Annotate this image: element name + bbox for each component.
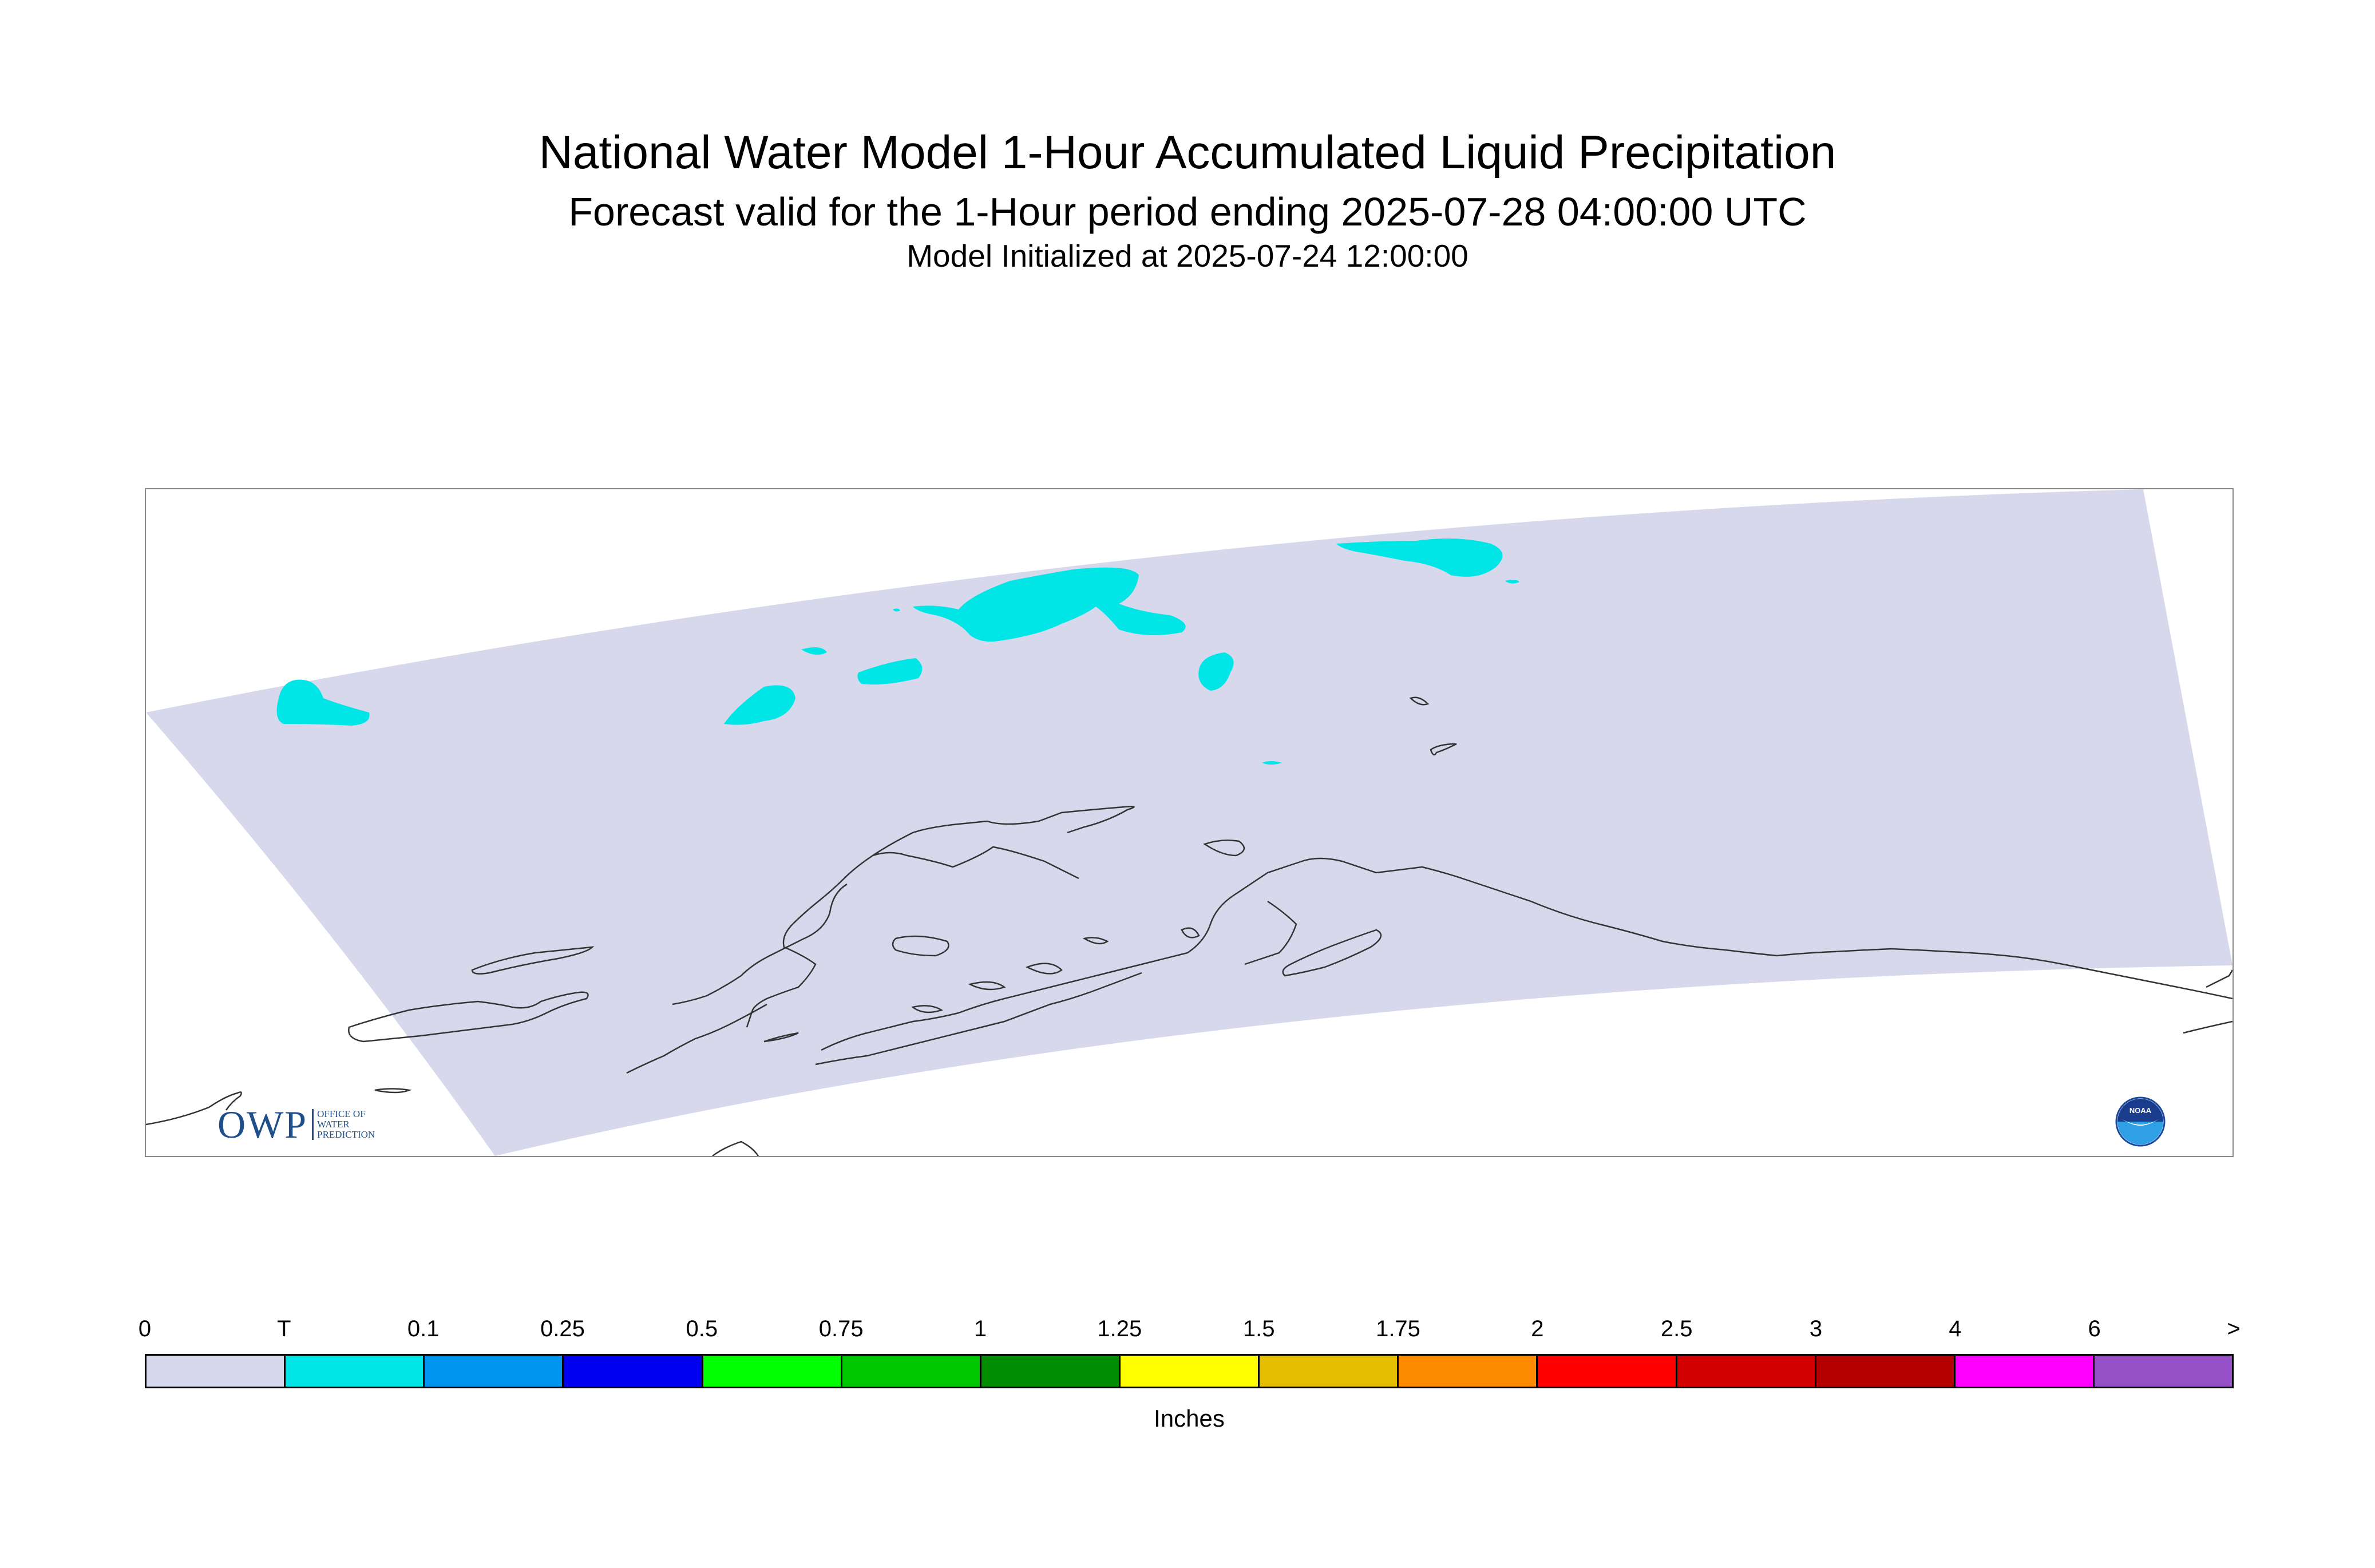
coastline-small-island-b: [1430, 743, 1457, 756]
legend-color-cell: [286, 1356, 425, 1387]
legend-tick-labels: 0 T 0.1 0.25 0.5 0.75 1 1.25 1.5 1.75 2 2.5 3 4 6 >: [138, 1316, 2241, 1351]
legend-color-cell: [1120, 1356, 1260, 1387]
coastline-kenai: [1244, 900, 1297, 965]
legend-color-cell: [564, 1356, 703, 1387]
coastline-chukotka: [348, 991, 589, 1043]
coastline-yukon-delta: [672, 883, 848, 1005]
coastline-kodiak: [1282, 929, 1382, 977]
legend-tick-label: 1: [973, 1316, 987, 1341]
owp-logo-line1: OFFICE OF: [317, 1108, 366, 1119]
model-domain: [146, 489, 2232, 1156]
color-legend: 0 T 0.1 0.25 0.5 0.75 1 1.25 1.5 1.75 2 2.5 3 4 6 > Inc…: [138, 1316, 2241, 1454]
owp-logo: OWP OFFICE OF WATER PREDICTION: [217, 1103, 375, 1146]
coastline-peninsula: [821, 952, 1188, 1051]
owp-logo-letters: OWP: [217, 1103, 308, 1146]
precip-area: [913, 567, 1186, 642]
precip-area: [724, 685, 795, 725]
coastline-siberia-south: [146, 1091, 242, 1126]
forecast-valid-line: Forecast valid for the 1-Hour period end…: [568, 189, 1807, 234]
coastline-gulf: [1530, 900, 2232, 1000]
legend-color-bar: [145, 1354, 2234, 1388]
legend-tick-label: T: [277, 1316, 291, 1341]
legend-tick-label: 0.75: [818, 1316, 864, 1341]
legend-color-cell: [147, 1356, 286, 1387]
noaa-logo-text: NOAA: [2129, 1106, 2152, 1115]
coastline-bottom-mainland: [712, 1141, 759, 1156]
legend-tick-label: 3: [1809, 1316, 1823, 1341]
coastline-bristol-bay: [626, 1003, 767, 1074]
trace-precip-areas: [276, 538, 1519, 765]
owp-logo-line3: PREDICTION: [317, 1129, 375, 1140]
precip-area: [1336, 538, 1503, 577]
precip-area: [1198, 652, 1234, 691]
precip-area: [1262, 761, 1282, 765]
legend-tick-label: 1.5: [1242, 1316, 1275, 1341]
coastline-peninsula-south: [815, 972, 1142, 1066]
coastline-norton-sound: [872, 846, 1079, 880]
precipitation-map[interactable]: [146, 489, 2232, 1156]
coastline-alaska-west: [746, 806, 1125, 1028]
coastline-kuskokwim: [1203, 840, 1245, 857]
legend-color-cell: [1260, 1356, 1399, 1387]
map-title: National Water Model 1-Hour Accumulated …: [539, 126, 1836, 179]
map-panel[interactable]: OWP OFFICE OF WATER PREDICTION NOAA: [145, 488, 2234, 1157]
legend-color-cell: [703, 1356, 842, 1387]
legend-tick-label: 0.1: [407, 1316, 440, 1341]
legend-tick-label: 0.25: [540, 1316, 585, 1341]
coastline-nunivak: [892, 935, 949, 957]
coastline-small-island-a: [1409, 696, 1430, 706]
legend-tick-label: 6: [2088, 1316, 2101, 1341]
legend-color-cell: [425, 1356, 564, 1387]
legend-tick-label: 4: [1949, 1316, 1962, 1341]
coastline-canada: [2183, 969, 2232, 1034]
legend-tick-label: >: [2227, 1316, 2241, 1341]
coastline-island-5: [911, 1005, 943, 1013]
legend-color-cell: [1677, 1356, 1816, 1387]
legend-tick-label: 1.25: [1097, 1316, 1142, 1341]
coastline-island-4: [968, 981, 1006, 991]
precip-area: [276, 679, 370, 726]
model-init-line: Model Initialized at 2025-07-24 12:00:00: [907, 238, 1468, 274]
coastline-siberia-island: [374, 1088, 412, 1094]
coastline-st-lawrence: [471, 946, 595, 975]
noaa-logo: NOAA: [2115, 1096, 2166, 1147]
coastline-seward-peninsula: [1067, 805, 1135, 834]
coastline-cook-inlet: [1187, 860, 1303, 954]
legend-tick-label: 0: [138, 1316, 152, 1341]
precip-area: [1505, 579, 1519, 584]
legend-tick-label: 0.5: [686, 1316, 718, 1341]
coastlines: [146, 696, 2232, 1156]
legend-color-cell: [2094, 1356, 2232, 1387]
legend-tick-label: 2.5: [1660, 1316, 1693, 1341]
legend-color-cell: [1538, 1356, 1677, 1387]
legend-color-cell: [1399, 1356, 1538, 1387]
legend-color-cell: [981, 1356, 1121, 1387]
legend-color-cell: [842, 1356, 981, 1387]
owp-logo-line2: WATER: [317, 1119, 350, 1130]
coastline-island-1: [1181, 927, 1200, 939]
coastline-island-2: [1082, 937, 1109, 945]
precip-area: [801, 647, 827, 655]
legend-color-cell: [1955, 1356, 2095, 1387]
owp-logo-text: OFFICE OF WATER PREDICTION: [312, 1109, 375, 1140]
precip-area: [857, 658, 923, 685]
coastline-aleutian-chain: [763, 1032, 799, 1043]
legend-tick-label: 2: [1531, 1316, 1544, 1341]
precip-area: [893, 608, 900, 612]
coastline-prince-william: [1301, 857, 1531, 902]
legend-tick-label: 1.75: [1376, 1316, 1420, 1341]
legend-units-label: Inches: [1154, 1405, 1225, 1432]
coastline-island-3: [1025, 963, 1063, 975]
legend-color-cell: [1816, 1356, 1956, 1387]
